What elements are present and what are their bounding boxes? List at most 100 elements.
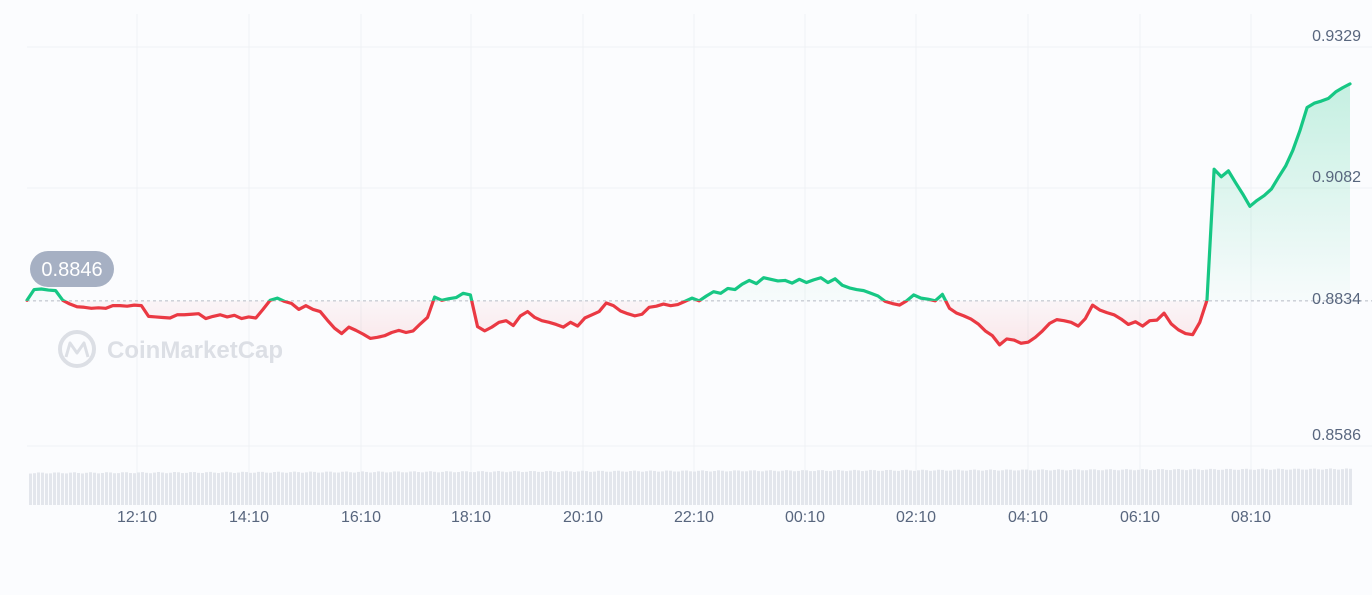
volume-bar <box>69 472 72 505</box>
volume-bar <box>105 472 108 505</box>
volume-bar <box>237 472 240 505</box>
volume-bar <box>645 471 648 505</box>
volume-bar <box>337 472 340 505</box>
volume-bar <box>161 472 164 505</box>
volume-bar <box>1261 468 1264 505</box>
volume-bar <box>549 470 552 505</box>
volume-bar <box>409 471 412 505</box>
volume-bar <box>1181 469 1184 505</box>
volume-bar <box>1009 469 1012 505</box>
watermark: CoinMarketCap <box>58 330 283 368</box>
volume-bar <box>1093 469 1096 505</box>
volume-bar <box>477 471 480 505</box>
volume-bar <box>685 470 688 505</box>
volume-bar <box>369 472 372 505</box>
volume-bar <box>1149 470 1152 505</box>
volume-bar <box>1017 470 1020 505</box>
volume-bar <box>517 471 520 505</box>
volume-bar <box>801 470 804 505</box>
volume-bar <box>1021 469 1024 505</box>
volume-bar <box>137 472 140 505</box>
volume-bar <box>813 471 816 505</box>
volume-bar <box>829 471 832 505</box>
volume-bar <box>61 473 64 505</box>
volume-bar <box>1013 470 1016 505</box>
volume-bar <box>129 473 132 505</box>
volume-bar <box>1165 469 1168 505</box>
volume-bar <box>1101 470 1104 505</box>
volume-bar <box>633 470 636 505</box>
volume-bar <box>593 471 596 505</box>
volume-bar <box>397 471 400 505</box>
volume-bar <box>1125 469 1128 505</box>
volume-bar <box>717 470 720 505</box>
volume-bar <box>141 472 144 505</box>
volume-bar <box>1233 469 1236 505</box>
volume-bar <box>457 472 460 505</box>
volume-bar <box>1241 469 1244 505</box>
volume-bar <box>1321 469 1324 505</box>
volume-bar <box>1189 469 1192 505</box>
volume-bar <box>245 472 248 505</box>
volume-bar <box>965 470 968 505</box>
volume-bar <box>453 472 456 505</box>
volume-bar <box>1077 469 1080 505</box>
volume-bar <box>797 470 800 505</box>
volume-bar <box>929 470 932 505</box>
volume-bar <box>93 472 96 505</box>
volume-bar <box>985 470 988 505</box>
volume-bar <box>581 470 584 505</box>
volume-bar <box>353 472 356 505</box>
volume-bar <box>1253 469 1256 505</box>
volume-bar <box>845 471 848 505</box>
volume-bar <box>1293 468 1296 505</box>
volume-bar <box>189 472 192 505</box>
volume-bar <box>1305 469 1308 505</box>
volume-bar <box>233 472 236 505</box>
volume-bar <box>821 470 824 505</box>
volume-bar <box>1105 469 1108 505</box>
volume-bar <box>889 469 892 505</box>
volume-bar <box>1137 469 1140 505</box>
volume-bar <box>621 471 624 505</box>
volume-bar <box>1225 468 1228 505</box>
volume-bar <box>1277 468 1280 505</box>
volume-bar <box>713 470 716 505</box>
volume-bar <box>285 472 288 505</box>
volume-bar <box>585 471 588 505</box>
start-price-badge: 0.8846 <box>30 251 114 287</box>
horizontal-gridlines <box>27 46 1372 447</box>
volume-bar <box>181 473 184 505</box>
volume-bar <box>753 470 756 505</box>
volume-bar <box>1317 469 1320 505</box>
price-area-fills <box>27 83 1350 345</box>
volume-bar <box>513 470 516 505</box>
volume-bar <box>473 472 476 505</box>
volume-bar <box>1109 469 1112 505</box>
volume-bar <box>605 471 608 505</box>
volume-bar <box>1061 469 1064 505</box>
x-tick-label: 02:10 <box>896 509 936 526</box>
x-tick-label: 06:10 <box>1120 509 1160 526</box>
volume-bar <box>209 471 212 505</box>
volume-bar <box>449 471 452 505</box>
volume-bar <box>553 471 556 505</box>
volume-bar <box>921 469 924 505</box>
volume-bar <box>361 471 364 505</box>
volume-bar <box>1285 469 1288 505</box>
volume-bar <box>925 470 928 505</box>
volume-bar <box>793 471 796 505</box>
volume-bar <box>1133 470 1136 505</box>
volume-bar <box>733 470 736 505</box>
volume-bar <box>401 472 404 505</box>
volume-bar <box>609 471 612 505</box>
volume-bar <box>761 471 764 505</box>
volume-bar <box>325 471 328 505</box>
volume-bar <box>993 469 996 505</box>
volume-bar <box>1001 470 1004 505</box>
volume-bar <box>557 471 560 505</box>
coinmarketcap-logo-icon <box>58 330 96 368</box>
volume-bar <box>709 471 712 505</box>
volume-bar <box>701 470 704 505</box>
volume-bar <box>1081 470 1084 505</box>
